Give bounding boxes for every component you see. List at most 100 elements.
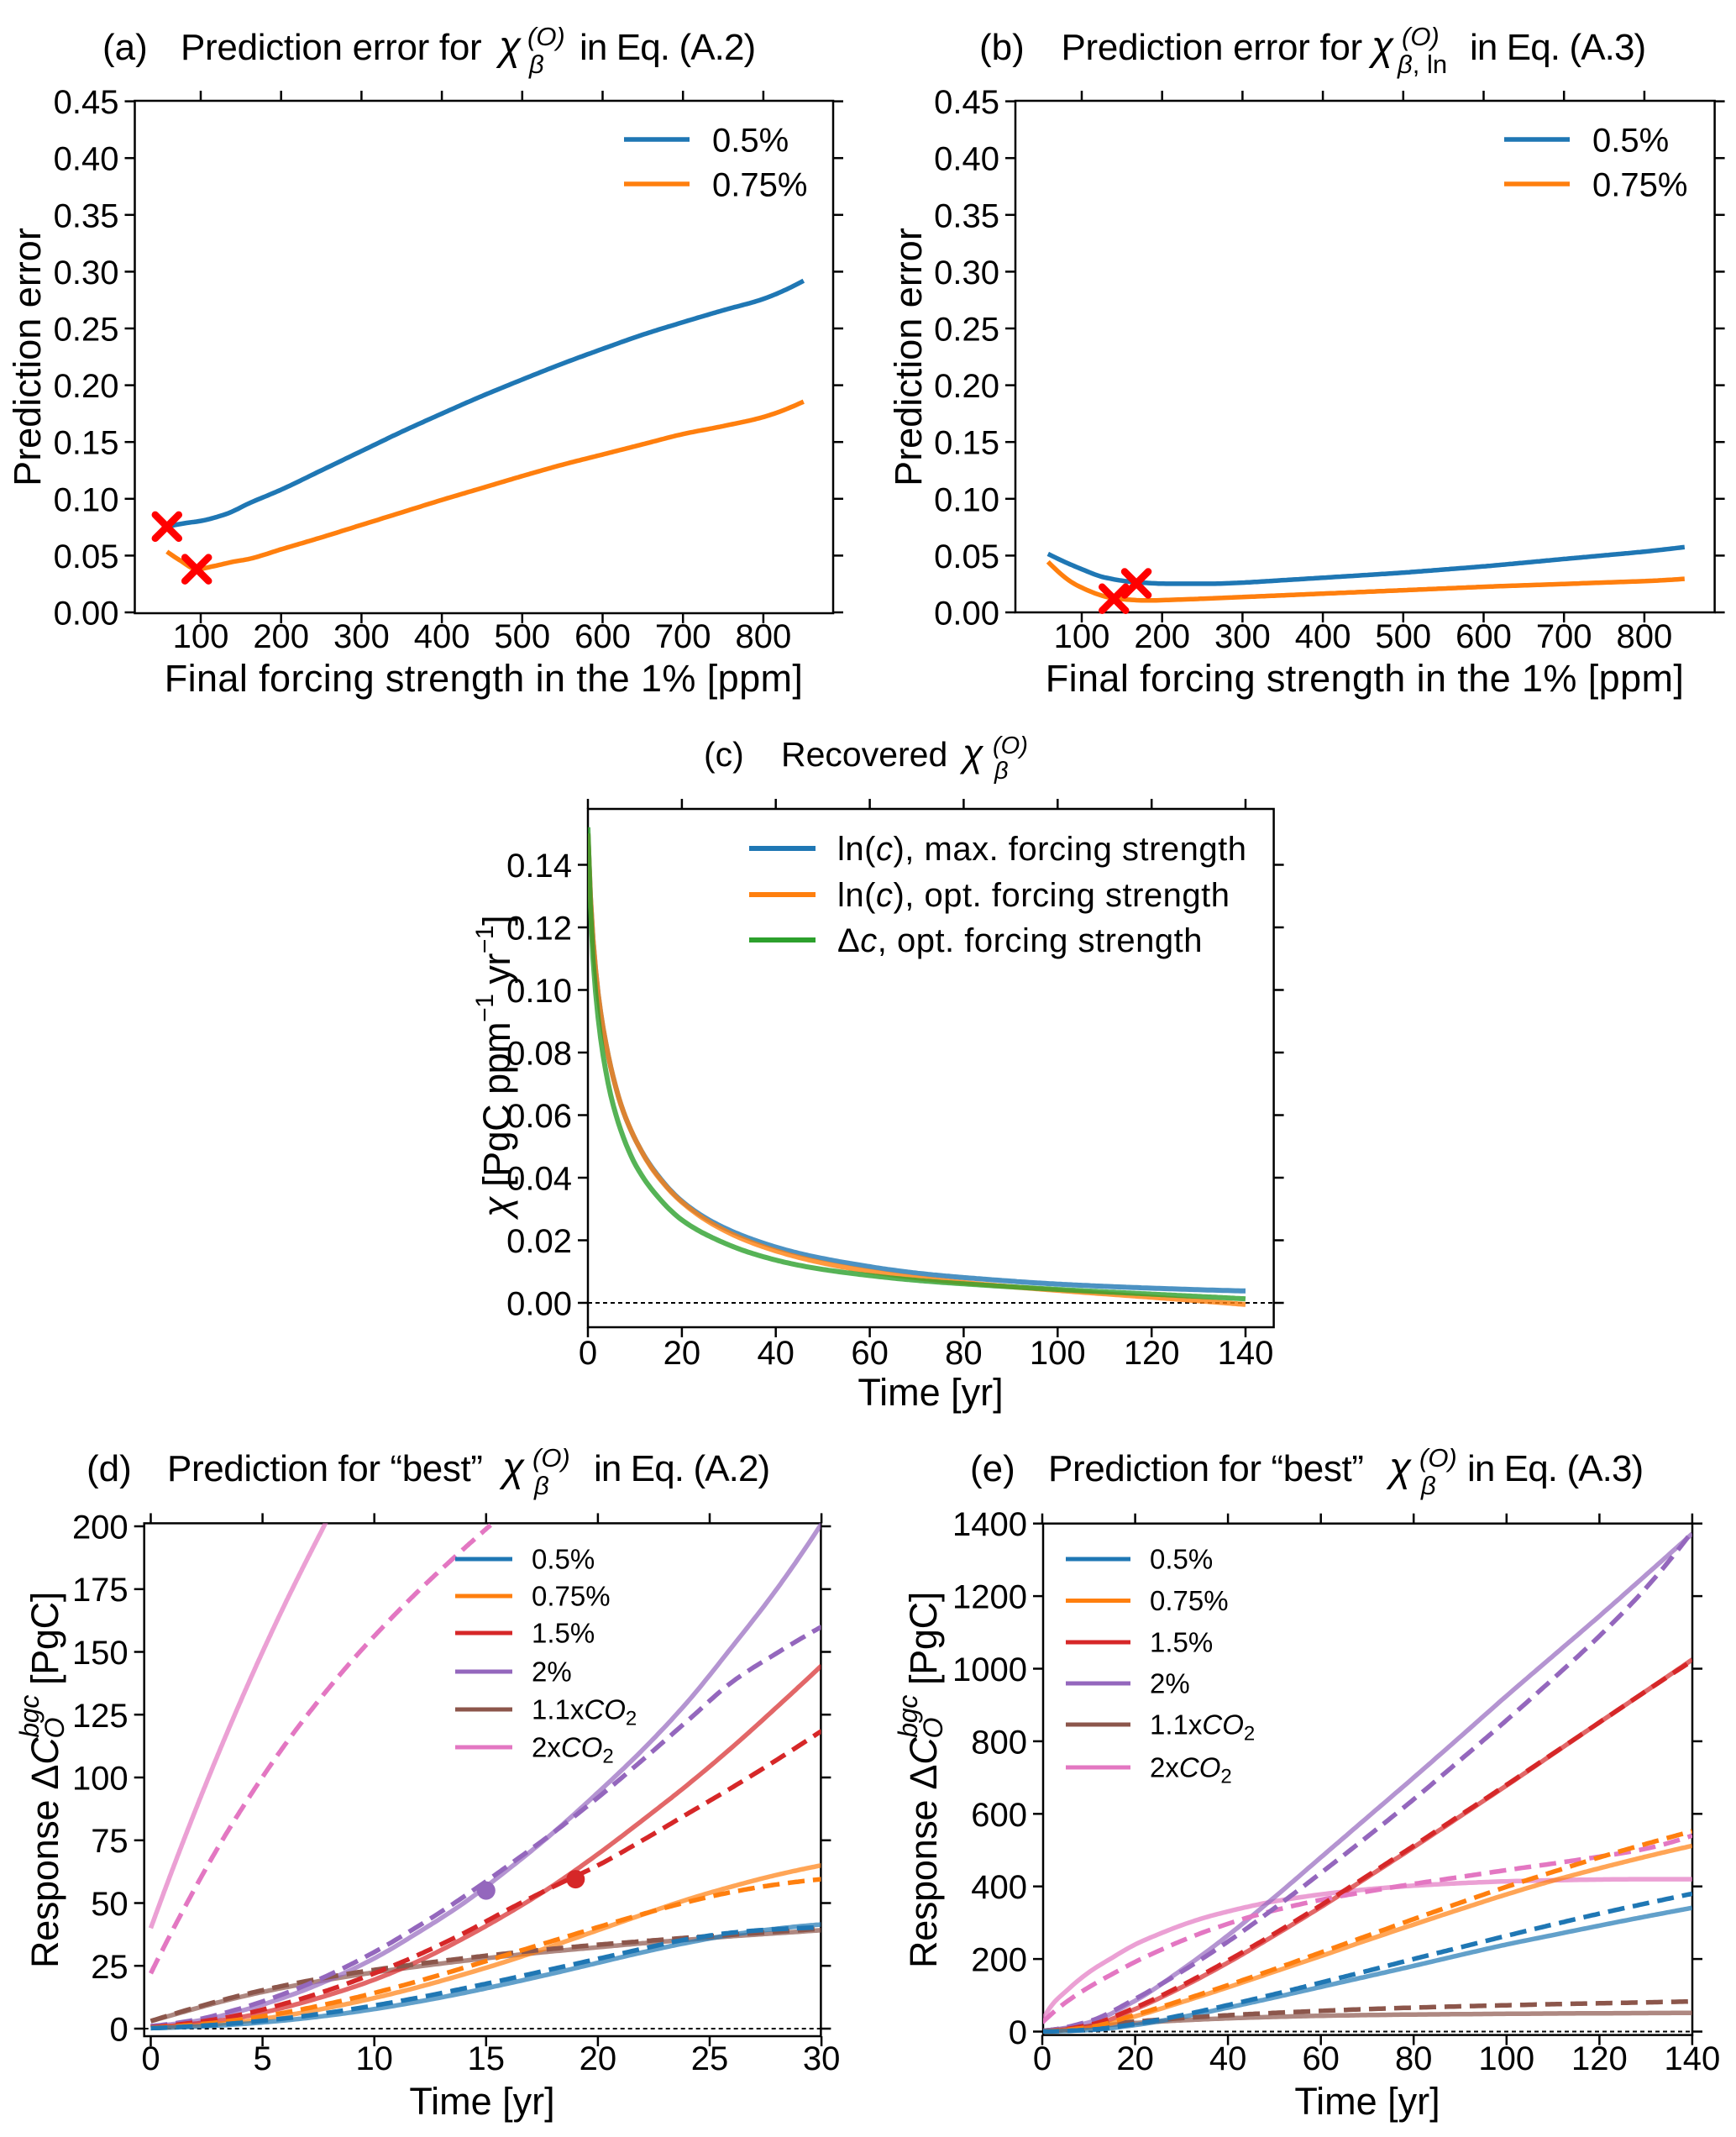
svg-text:1.1xCO2: 1.1xCO2 <box>1150 1709 1255 1746</box>
svg-text:200: 200 <box>253 618 309 655</box>
svg-text:0.40: 0.40 <box>934 141 999 178</box>
svg-text:400: 400 <box>971 1869 1027 1906</box>
svg-text:(e)Prediction for “best”χ(O)βi: (e) Prediction for “best” χ (O) β in Eq. (A.3… <box>970 1443 1643 1500</box>
svg-text:100: 100 <box>1054 618 1110 655</box>
svg-text:0.12: 0.12 <box>506 911 572 948</box>
svg-text:0.02: 0.02 <box>506 1223 572 1260</box>
svg-text:60: 60 <box>851 1335 889 1372</box>
svg-text:0.10: 0.10 <box>934 481 999 518</box>
svg-text:5: 5 <box>253 2040 271 2077</box>
svg-text:800: 800 <box>971 1724 1027 1761</box>
svg-text:200: 200 <box>1134 618 1190 655</box>
svg-text:200: 200 <box>72 1510 128 1546</box>
svg-text:Time [yr]: Time [yr] <box>1294 2080 1440 2123</box>
svg-text:700: 700 <box>1536 618 1592 655</box>
svg-text:300: 300 <box>333 618 390 655</box>
svg-text:20: 20 <box>1116 2040 1154 2077</box>
svg-text:(d)Prediction for “best”χ(O)βi: (d) Prediction for “best” χ (O) β in Eq. (A.2… <box>87 1443 769 1500</box>
svg-text:2xCO2: 2xCO2 <box>1150 1752 1232 1788</box>
svg-text:ln(c), opt. forcing strength: ln(c), opt. forcing strength <box>837 877 1230 914</box>
svg-text:0.5%: 0.5% <box>532 1544 595 1575</box>
svg-text:ln(c), max. forcing strength: ln(c), max. forcing strength <box>837 831 1247 868</box>
svg-text:10: 10 <box>355 2040 393 2077</box>
svg-text:200: 200 <box>971 1942 1027 1979</box>
svg-text:0.15: 0.15 <box>54 425 119 462</box>
svg-text:0.05: 0.05 <box>934 538 999 575</box>
svg-text:Δc, opt. forcing strength: Δc, opt. forcing strength <box>837 922 1203 959</box>
svg-text:0.35: 0.35 <box>934 197 999 234</box>
svg-text:0.75%: 0.75% <box>1150 1585 1229 1616</box>
svg-text:0.75%: 0.75% <box>1592 167 1687 204</box>
svg-text:0.35: 0.35 <box>54 197 119 234</box>
svg-text:Prediction error: Prediction error <box>887 228 930 486</box>
svg-text:Final forcing strength in the: Final forcing strength in the 1% [ppm] <box>165 657 804 700</box>
svg-text:0.30: 0.30 <box>934 255 999 291</box>
svg-text:140: 140 <box>1665 2040 1721 2077</box>
svg-text:600: 600 <box>1455 618 1512 655</box>
svg-text:0: 0 <box>109 2012 128 2049</box>
svg-text:600: 600 <box>971 1797 1027 1834</box>
svg-text:500: 500 <box>1375 618 1431 655</box>
svg-text:0.00: 0.00 <box>54 596 119 633</box>
svg-text:0.14: 0.14 <box>506 848 572 885</box>
svg-text:80: 80 <box>945 1335 983 1372</box>
svg-text:0.45: 0.45 <box>54 84 119 121</box>
svg-text:125: 125 <box>72 1698 128 1735</box>
svg-text:Prediction error: Prediction error <box>6 228 49 486</box>
svg-text:0.10: 0.10 <box>54 481 119 518</box>
svg-text:1.5%: 1.5% <box>532 1618 595 1649</box>
svg-text:1000: 1000 <box>952 1651 1027 1688</box>
svg-text:1.1xCO2: 1.1xCO2 <box>532 1694 637 1730</box>
svg-text:1400: 1400 <box>952 1506 1027 1543</box>
svg-text:0: 0 <box>579 1335 597 1372</box>
svg-text:0.75%: 0.75% <box>712 167 807 204</box>
svg-text:0.30: 0.30 <box>54 255 119 291</box>
svg-text:Final forcing strength in the: Final forcing strength in the 1% [ppm] <box>1046 657 1685 700</box>
svg-text:40: 40 <box>757 1335 795 1372</box>
svg-text:50: 50 <box>91 1886 128 1923</box>
svg-text:25: 25 <box>91 1949 128 1986</box>
svg-text:0.25: 0.25 <box>934 312 999 349</box>
svg-text:400: 400 <box>1295 618 1351 655</box>
svg-text:0.04: 0.04 <box>506 1161 572 1198</box>
svg-text:2%: 2% <box>532 1657 572 1688</box>
svg-text:0.5%: 0.5% <box>1150 1544 1213 1575</box>
svg-text:20: 20 <box>663 1335 701 1372</box>
svg-text:400: 400 <box>414 618 470 655</box>
svg-text:600: 600 <box>574 618 631 655</box>
svg-text:Response ΔCbgcO [PgC]: Response ΔCbgcO [PgC] <box>14 1592 70 1968</box>
svg-text:Time [yr]: Time [yr] <box>409 2080 554 2123</box>
svg-text:0.20: 0.20 <box>934 368 999 405</box>
svg-text:1200: 1200 <box>952 1579 1027 1616</box>
svg-text:120: 120 <box>1571 2040 1628 2077</box>
svg-text:0: 0 <box>1009 2014 1027 2051</box>
svg-text:100: 100 <box>1478 2040 1534 2077</box>
svg-text:Time [yr]: Time [yr] <box>858 1371 1003 1414</box>
svg-text:0.05: 0.05 <box>54 538 119 575</box>
svg-text:60: 60 <box>1302 2040 1340 2077</box>
svg-text:120: 120 <box>1124 1335 1180 1372</box>
svg-text:15: 15 <box>468 2040 506 2077</box>
svg-text:800: 800 <box>1617 618 1673 655</box>
svg-text:0: 0 <box>1033 2040 1052 2077</box>
svg-text:100: 100 <box>1030 1335 1086 1372</box>
svg-text:0.10: 0.10 <box>506 973 572 1010</box>
svg-text:75: 75 <box>91 1823 128 1860</box>
svg-text:0.40: 0.40 <box>54 141 119 178</box>
svg-text:0: 0 <box>141 2040 160 2077</box>
svg-text:0.15: 0.15 <box>934 425 999 462</box>
svg-text:0.06: 0.06 <box>506 1098 572 1135</box>
svg-text:40: 40 <box>1209 2040 1247 2077</box>
svg-text:175: 175 <box>72 1572 128 1609</box>
svg-text:150: 150 <box>72 1635 128 1672</box>
svg-text:300: 300 <box>1214 618 1271 655</box>
svg-text:0.08: 0.08 <box>506 1036 572 1073</box>
svg-text:0.00: 0.00 <box>934 596 999 633</box>
svg-text:0.45: 0.45 <box>934 84 999 121</box>
svg-text:700: 700 <box>655 618 711 655</box>
svg-text:0.00: 0.00 <box>506 1286 572 1323</box>
svg-text:30: 30 <box>803 2040 841 2077</box>
